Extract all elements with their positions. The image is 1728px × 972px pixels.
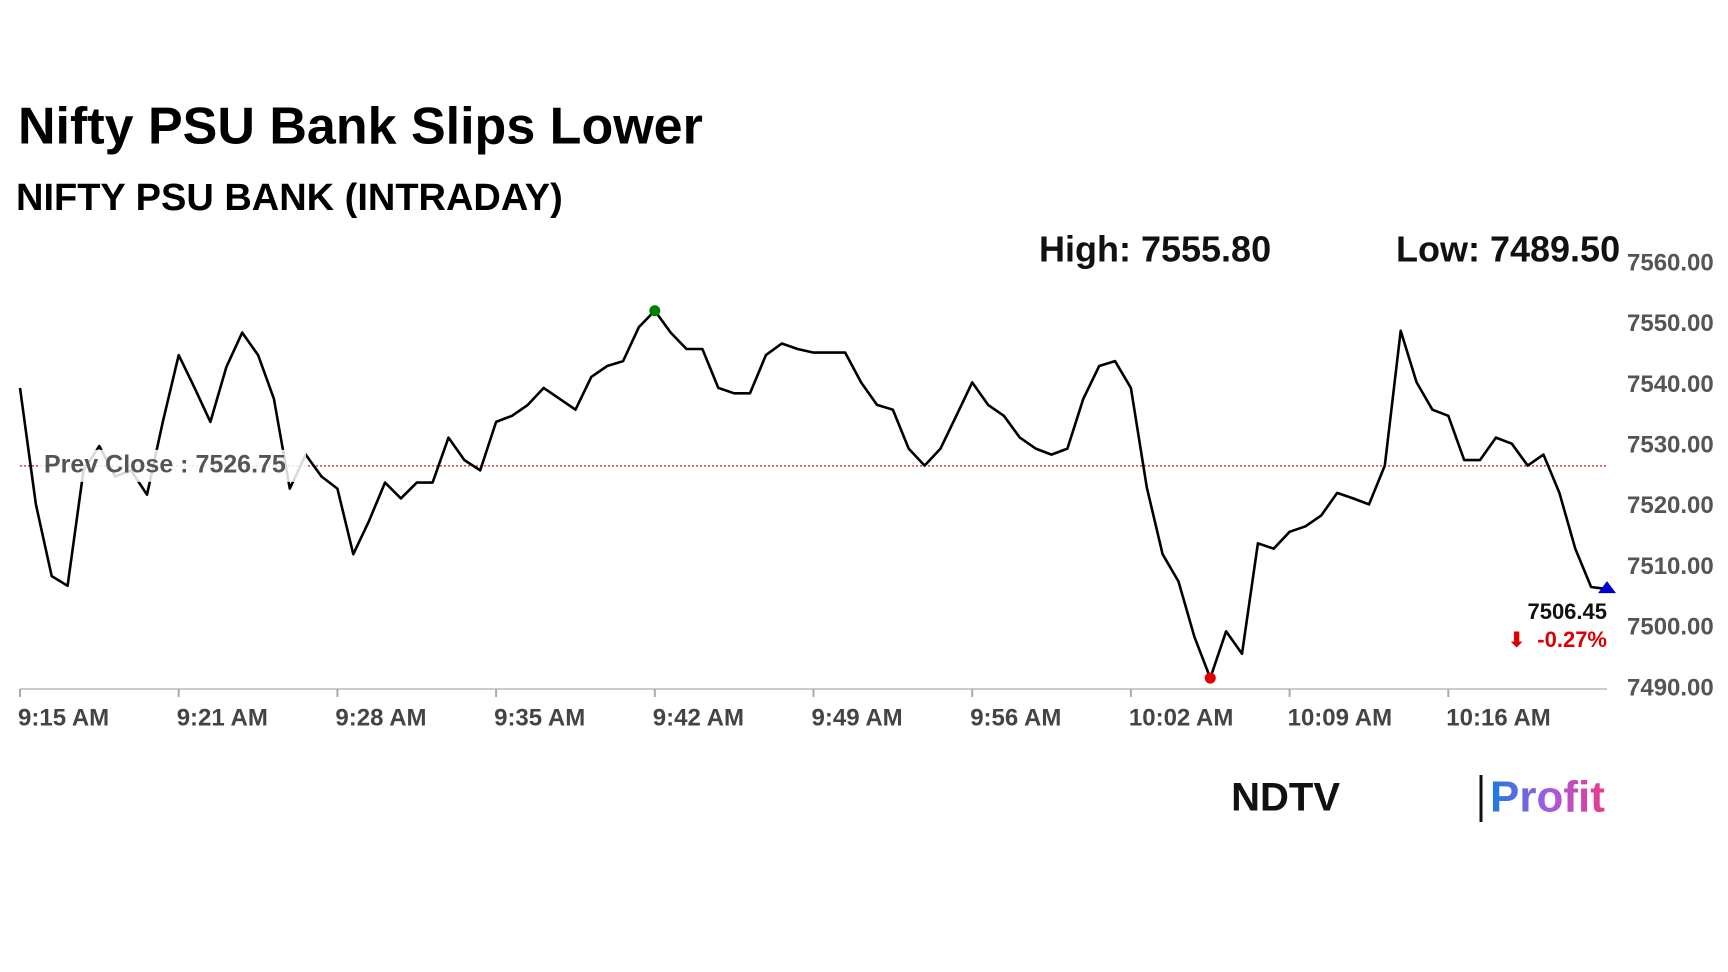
x-tick-label: 9:35 AM — [494, 704, 585, 731]
x-tick-label: 10:09 AM — [1288, 704, 1392, 731]
logo-right: Profit — [1490, 773, 1605, 822]
chart-subtitle: NIFTY PSU BANK (INTRADAY) — [16, 177, 563, 219]
y-tick-label: 7530.00 — [1627, 431, 1714, 458]
change-arrow: ⬇ — [1508, 629, 1525, 651]
y-tick-label: 7550.00 — [1627, 310, 1714, 337]
x-tick-label: 9:49 AM — [812, 704, 903, 731]
chart-title: Nifty PSU Bank Slips Lower — [18, 98, 703, 156]
y-tick-label: 7540.00 — [1627, 371, 1714, 398]
last-marker — [1598, 581, 1616, 594]
prev-close-label: Prev Close : 7526.75 — [44, 450, 286, 478]
y-tick-label: 7510.00 — [1627, 553, 1714, 580]
low-label: Low: 7489.50 — [1396, 229, 1620, 270]
last-value-label: 7506.45 — [1527, 599, 1607, 624]
y-tick-label: 7490.00 — [1627, 674, 1714, 701]
logo-left: NDTV — [1231, 776, 1340, 820]
plot: 7490.00 7500.00 7510.00 7520.00 7530.00 7540.… — [18, 249, 1714, 731]
x-tick-label: 9:28 AM — [335, 704, 426, 731]
y-tick-label: 7560.00 — [1627, 249, 1714, 276]
x-tick-label: 10:16 AM — [1446, 704, 1550, 731]
y-tick-label: 7500.00 — [1627, 614, 1714, 641]
high-marker — [649, 305, 661, 317]
x-tick-label: 10:02 AM — [1129, 704, 1233, 731]
x-tick-label: 9:15 AM — [18, 704, 109, 731]
x-tick-label: 9:42 AM — [653, 704, 744, 731]
y-tick-label: 7520.00 — [1627, 492, 1714, 519]
low-marker — [1204, 672, 1216, 684]
prev-close-label-bg — [40, 449, 306, 482]
x-tick-label: 9:56 AM — [970, 704, 1061, 731]
x-tick-label: 9:21 AM — [177, 704, 268, 731]
change-label: -0.27% — [1537, 627, 1607, 652]
high-label: High: 7555.80 — [1039, 229, 1271, 270]
